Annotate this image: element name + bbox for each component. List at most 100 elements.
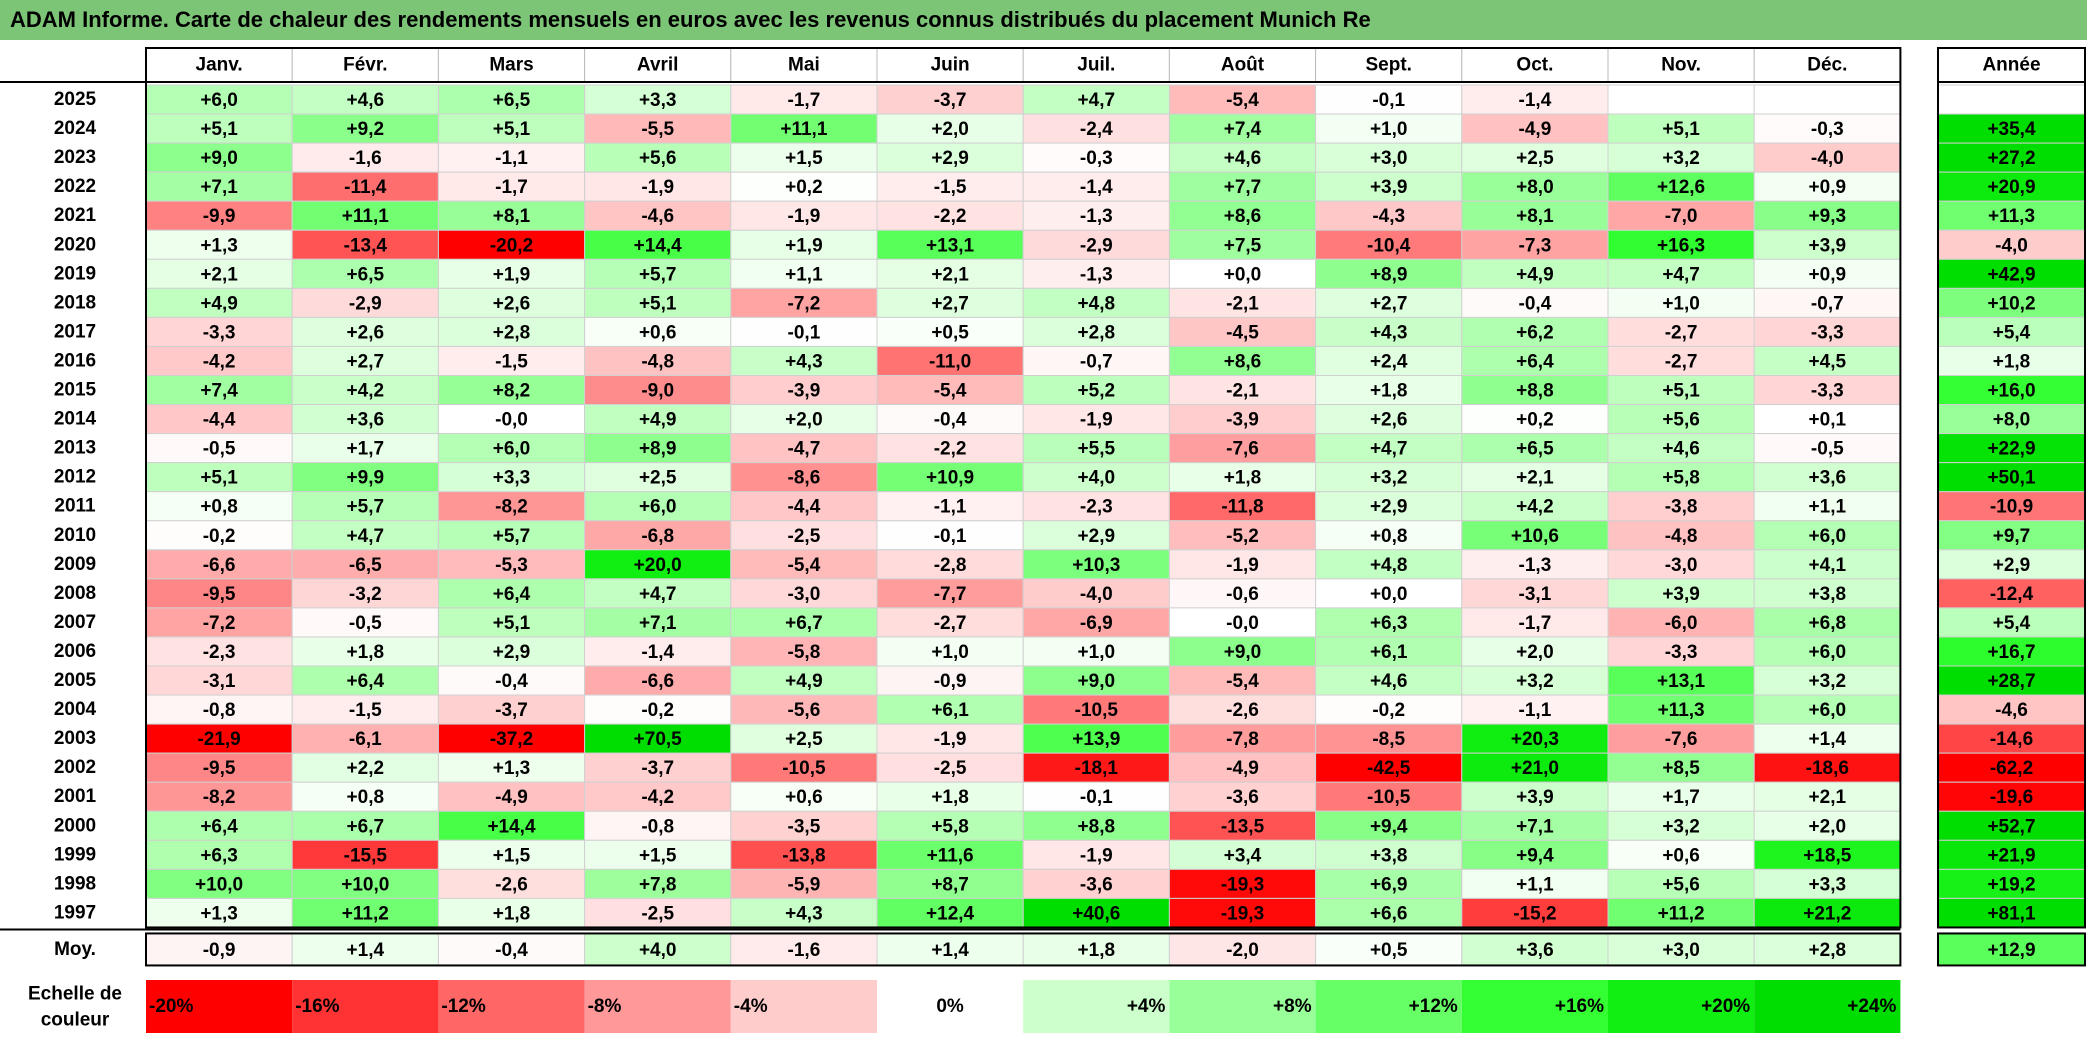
heatmap-cell — [1753, 316, 1901, 347]
heatmap-cell — [1753, 171, 1901, 202]
row-year-label: 2007 — [54, 612, 96, 633]
row-year-label: 2010 — [54, 525, 96, 546]
heatmap-cell-value: +2,0 — [931, 119, 969, 140]
heatmap-cell-value: -1,1 — [495, 148, 528, 169]
heatmap-cell — [876, 375, 1024, 406]
heatmap-cell-value: +6,4 — [493, 584, 531, 605]
heatmap-cell — [584, 868, 732, 899]
heatmap-cell — [145, 781, 293, 812]
heatmap-cell — [1315, 316, 1463, 347]
heatmap-cell-value: +1,0 — [931, 642, 969, 663]
heatmap-cell-value: -3,7 — [495, 700, 528, 721]
heatmap-cell-value: +2,4 — [1370, 351, 1408, 372]
column-header-label: Janv. — [196, 55, 243, 76]
heatmap-cell — [730, 549, 878, 580]
heatmap-cell-value: +11,2 — [1658, 903, 1705, 924]
annual-cell-value: -62,2 — [1990, 758, 2033, 779]
heatmap-cell — [1753, 287, 1901, 318]
heatmap-cell-value: -2,7 — [1665, 351, 1698, 372]
heatmap-cell-value: -6,9 — [1080, 613, 1113, 634]
heatmap-cell — [876, 520, 1024, 551]
scale-swatch — [1169, 980, 1316, 1033]
heatmap-cell-value: +2,1 — [200, 264, 238, 285]
annual-cell — [1937, 839, 2086, 870]
heatmap-cell — [730, 752, 878, 783]
heatmap-cell — [1315, 549, 1463, 580]
heatmap-cell-value: +1,9 — [493, 264, 531, 285]
heatmap-cell — [1461, 345, 1609, 377]
heatmap-cell — [1168, 375, 1317, 406]
heatmap-cell-value: +1,9 — [785, 235, 823, 256]
annual-cell — [1937, 868, 2086, 899]
scale-swatch — [438, 980, 585, 1033]
scale-swatch-label: +16% — [1555, 996, 1604, 1017]
heatmap-cell-value: +2,1 — [1516, 468, 1554, 489]
annual-cell — [1937, 723, 2086, 754]
heatmap-cell — [1168, 694, 1317, 725]
annual-cell-value: -19,6 — [1990, 787, 2033, 808]
heatmap-cell — [876, 142, 1024, 173]
heatmap-cell — [1607, 665, 1755, 696]
heatmap-cell-value: +10,3 — [1072, 555, 1120, 576]
heatmap-cell-value: -6,6 — [641, 671, 674, 692]
heatmap-cell-value: -8,2 — [495, 497, 528, 518]
row-year-label: 2021 — [54, 205, 97, 226]
heatmap-cell-value: -8,6 — [788, 468, 821, 489]
annual-cell-value: +16,0 — [1987, 381, 2035, 402]
heatmap-cell — [876, 723, 1024, 754]
heatmap-cell-value: +18,5 — [1803, 845, 1852, 866]
heatmap-cell-value: -0,3 — [1811, 119, 1844, 140]
heatmap-cell-value: -1,9 — [1080, 410, 1113, 431]
annual-cell — [1937, 665, 2086, 696]
heatmap-cell — [584, 142, 732, 173]
heatmap-cell — [1607, 258, 1755, 289]
heatmap-cell-value: +5,1 — [200, 119, 238, 140]
average-border — [145, 932, 1902, 967]
heatmap-cell-value: +6,7 — [785, 613, 823, 634]
heatmap-cell-value: -2,3 — [203, 642, 236, 663]
heatmap-cell — [145, 113, 293, 144]
heatmap-cell-value: +9,3 — [1809, 206, 1847, 227]
heatmap-cell — [1607, 723, 1755, 754]
heatmap-cell — [584, 229, 732, 260]
heatmap-cell-value: +0,6 — [639, 322, 677, 343]
row-year-label: 2016 — [54, 350, 96, 371]
heatmap-cell — [730, 520, 878, 551]
heatmap-cell — [145, 636, 293, 667]
heatmap-cell-value: -0,1 — [1372, 90, 1405, 111]
heatmap-cell-value: -2,1 — [1226, 381, 1259, 402]
scale-swatch-label: +20% — [1701, 996, 1750, 1017]
heatmap-cell — [437, 375, 586, 406]
heatmap-cell — [1753, 404, 1901, 435]
heatmap-cell-value: -7,3 — [1519, 235, 1552, 256]
heatmap-cell-value: +8,6 — [1224, 351, 1262, 372]
annual-cell — [1937, 462, 2086, 493]
heatmap-cell-value: -10,4 — [1367, 235, 1411, 256]
heatmap-cell-value: +6,3 — [200, 845, 238, 866]
heatmap-cell-value: -11,8 — [1221, 497, 1263, 518]
heatmap-cell — [291, 404, 439, 435]
heatmap-cell — [1461, 578, 1609, 609]
heatmap-cell-value: -10,5 — [1075, 700, 1119, 721]
heatmap-cell — [291, 345, 439, 377]
heatmap-cell — [1461, 433, 1609, 464]
column-header-label: Août — [1221, 55, 1265, 76]
heatmap-cell-value: +4,7 — [347, 526, 385, 547]
heatmap-cell-value: +1,8 — [1224, 468, 1262, 489]
annual-cell-value: +5,4 — [1993, 322, 2031, 343]
heatmap-cell — [584, 316, 732, 347]
heatmap-cell-value: +6,0 — [1809, 700, 1847, 721]
heatmap-cell — [1168, 636, 1317, 667]
heatmap-cell-value: +6,8 — [1809, 613, 1847, 634]
annual-cell-value: +2,9 — [1993, 555, 2031, 576]
heatmap-cell-value: +7,1 — [1516, 816, 1554, 837]
heatmap-cell — [437, 113, 586, 144]
heatmap-cell — [584, 694, 732, 725]
heatmap-cell-value: +7,1 — [639, 613, 677, 634]
heatmap-cell-value: -21,9 — [197, 729, 240, 750]
heatmap-cell — [291, 549, 439, 580]
heatmap-cell-value: +12,4 — [926, 903, 975, 924]
column-header-label: Juin — [931, 55, 970, 76]
heatmap-cell-value: +3,2 — [1662, 148, 1700, 169]
heatmap-cell — [291, 839, 439, 870]
